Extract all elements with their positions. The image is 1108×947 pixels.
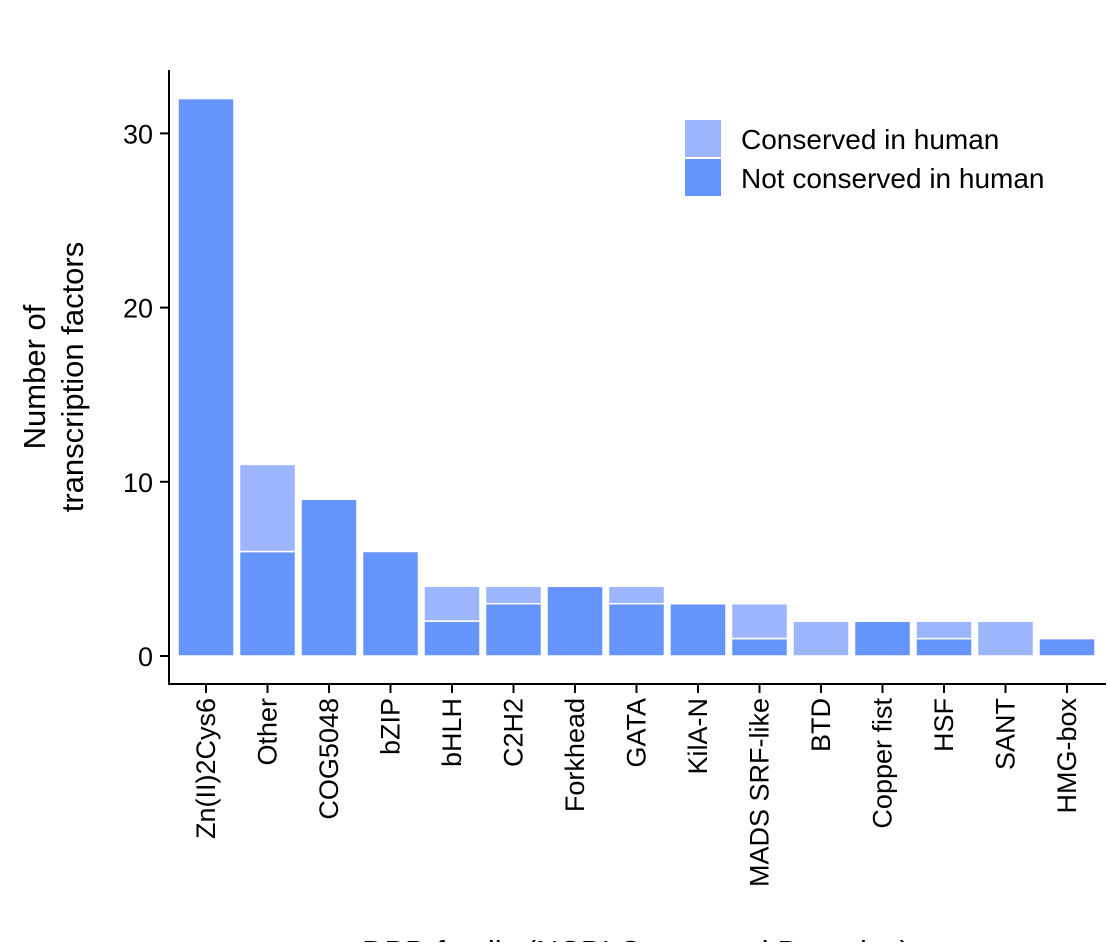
x-tick-label-cog5048: COG5048 [314,698,344,820]
x-tick-label-other: Other [253,698,283,766]
x-tick-label-bzip: bZIP [376,698,406,755]
bar-forkhead-not-conserved-in-human [546,585,604,657]
y-ticks: 0 10 20 30 [123,119,169,672]
x-tick-label-forkhead: Forkhead [560,698,590,812]
bar-hmg-box-not-conserved-in-human [1038,637,1096,657]
x-tick-label-mads-srf-like: MADS SRF-like [745,698,775,887]
bar-bhlh-conserved-in-human [423,585,481,622]
x-tick-label-hmg-box: HMG-box [1052,698,1082,814]
bar-cog5048-not-conserved-in-human [300,498,358,657]
x-tick-label-kila-n: KilA-N [683,698,713,775]
y-tick-label-0: 0 [138,642,153,672]
bar-zn-ii-2cys6-not-conserved-in-human [177,97,235,657]
bar-copper-fist-not-conserved-in-human [853,620,912,657]
y-tick-label-10: 10 [123,468,153,498]
x-tick-label-copper-fist: Copper fist [868,698,898,829]
bar-c2h2-not-conserved-in-human [484,602,543,657]
y-tick-label-30: 30 [123,119,153,149]
legend: Conserved in human Not conserved in human [685,120,1045,196]
y-axis-label-line-1: Number of [17,304,52,449]
y-tick-label-20: 20 [123,294,153,324]
bar-gata-conserved-in-human [607,585,666,605]
x-tick-label-btd: BTD [806,698,836,752]
bar-other-conserved-in-human [238,463,297,553]
legend-key-not-conserved-in-human [685,159,721,196]
bar-gata-not-conserved-in-human [607,602,666,657]
legend-key-conserved-in-human [685,120,721,157]
bar-kila-n-not-conserved-in-human [669,602,727,657]
bars-layer [177,97,1096,657]
x-tick-label-hsf: HSF [929,698,959,752]
bar-bzip-not-conserved-in-human [361,550,420,657]
bar-mads-srf-like-not-conserved-in-human [730,637,789,657]
bar-sant-conserved-in-human [976,620,1035,657]
legend-label-not-conserved-in-human: Not conserved in human [741,163,1045,194]
x-axis-label: DBD family (NCBI Conserved Domains) [362,934,910,942]
x-tick-label-c2h2: C2H2 [499,698,529,767]
bar-btd-conserved-in-human [792,620,850,657]
bar-mads-srf-like-conserved-in-human [730,602,789,640]
x-tick-label-sant: SANT [991,698,1021,770]
y-axis-label-line-2: transcription factors [55,242,90,513]
bar-other-not-conserved-in-human [238,550,297,657]
legend-label-conserved-in-human: Conserved in human [741,124,999,155]
bar-c2h2-conserved-in-human [484,585,543,605]
x-tick-label-gata: GATA [622,698,652,768]
bar-bhlh-not-conserved-in-human [423,620,481,657]
x-tick-label-zn-ii-2cys6: Zn(II)2Cys6 [191,698,221,839]
bar-hsf-not-conserved-in-human [915,637,973,657]
x-tick-label-bhlh: bHLH [437,698,467,767]
x-ticks: Zn(II)2Cys6 Other COG5048 bZIP bHLH C2H2 Forkh… [191,684,1082,887]
bar-hsf-conserved-in-human [915,620,973,640]
